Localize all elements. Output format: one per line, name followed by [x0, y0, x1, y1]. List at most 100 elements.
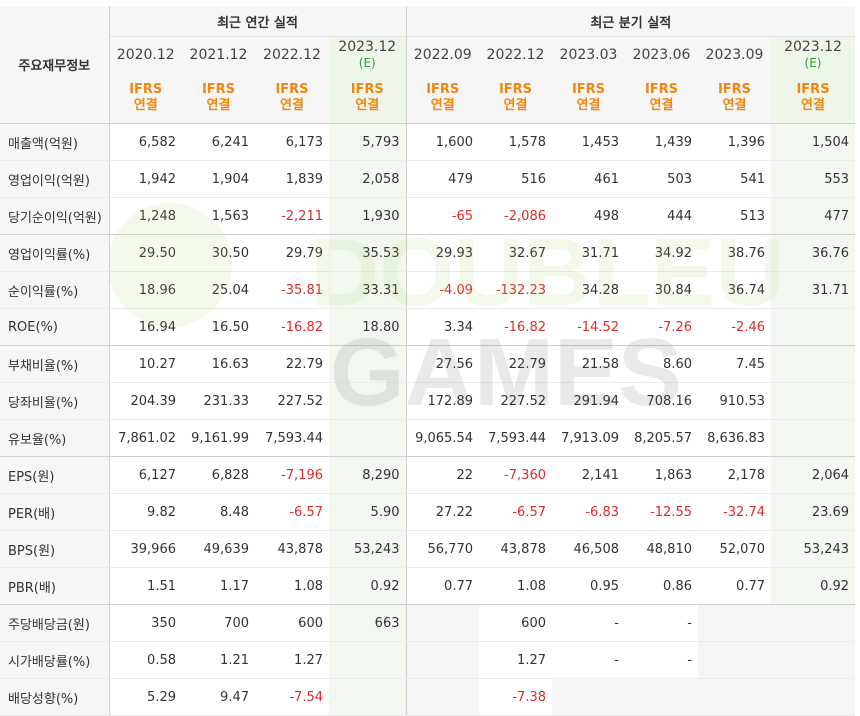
- period-date: 2023.12: [784, 39, 842, 55]
- table-cell: 31.71: [771, 271, 856, 309]
- table-cell: 1,578: [479, 123, 552, 161]
- table-cell: [771, 678, 856, 716]
- table-cell: -7,196: [255, 456, 329, 494]
- table-row: PER(배) 9.82 8.48 -6.57 5.90 27.22 -6.57 -6.83 -1…: [0, 493, 856, 531]
- accounting-basis-header: IFRS 연결: [329, 73, 407, 124]
- table-cell: 7,861.02: [109, 419, 182, 457]
- table-cell: 0.95: [552, 567, 625, 605]
- table-cell: 5.90: [329, 493, 407, 531]
- table-cell: -4.09: [406, 271, 479, 309]
- period-header: 2022.12: [479, 36, 552, 73]
- table-cell: 29.50: [109, 234, 182, 272]
- consolidated-label: 연결: [503, 98, 528, 113]
- table-cell: 461: [552, 160, 625, 198]
- table-row: 유보율(%) 7,861.02 9,161.99 7,593.44 9,065.54 7,…: [0, 419, 856, 457]
- table-cell: 1.27: [255, 641, 329, 679]
- period-header: 2022.09: [406, 36, 479, 73]
- table-cell: [771, 382, 856, 420]
- table-cell: 32.67: [479, 234, 552, 272]
- table-cell: 0.92: [771, 567, 856, 605]
- table-row: ROE(%) 16.94 16.50 -16.82 18.80 3.34 -16.82 -14…: [0, 308, 856, 346]
- table-cell: 1.51: [109, 567, 182, 605]
- period-header: 2022.12: [255, 36, 329, 73]
- table-cell: 2,058: [329, 160, 407, 198]
- consolidated-label: 연결: [801, 98, 825, 113]
- table-row: 매출액(억원) 6,582 6,241 6,173 5,793 1,600 1,578 1,4…: [0, 123, 856, 161]
- table-cell: 18.96: [109, 271, 182, 309]
- table-cell: 0.86: [625, 567, 698, 605]
- table-cell: -35.81: [255, 271, 329, 309]
- table-cell: 8.60: [625, 345, 698, 383]
- period-date: 2022.12: [263, 47, 321, 63]
- table-cell: 1.08: [479, 567, 552, 605]
- table-cell: 8.48: [182, 493, 255, 531]
- row-label: EPS(원): [0, 456, 110, 494]
- table-cell: -14.52: [552, 308, 625, 346]
- table-cell: [329, 678, 407, 716]
- table-cell: [698, 604, 771, 642]
- row-label: BPS(원): [0, 530, 110, 568]
- table-cell: 1.17: [182, 567, 255, 605]
- table-cell: [329, 641, 407, 679]
- table-cell: 204.39: [109, 382, 182, 420]
- table-cell: 663: [329, 604, 407, 642]
- table-cell: 444: [625, 197, 698, 235]
- table-cell: 29.79: [255, 234, 329, 272]
- table-cell: 53,243: [771, 530, 856, 568]
- table-cell: 53,243: [329, 530, 407, 568]
- table-cell: 9,161.99: [182, 419, 255, 457]
- accounting-basis-header: IFRS 연결: [109, 73, 182, 124]
- table-cell: 18.80: [329, 308, 407, 346]
- table-cell: 21.58: [552, 345, 625, 383]
- table-cell: 1.08: [255, 567, 329, 605]
- row-label-header: 주요재무정보: [0, 6, 110, 124]
- table-cell: 7,593.44: [255, 419, 329, 457]
- table-cell: -16.82: [479, 308, 552, 346]
- table-row: 시가배당률(%) 0.58 1.21 1.27 1.27- -: [0, 641, 856, 679]
- period-date: 2023.06: [632, 47, 691, 63]
- row-label: 부채비율(%): [0, 345, 110, 383]
- row-label: PBR(배): [0, 567, 110, 605]
- table-cell: -: [552, 641, 625, 679]
- table-cell: 1,439: [625, 123, 698, 161]
- table-cell: 700: [182, 604, 255, 642]
- ifrs-label: IFRS: [498, 82, 533, 97]
- table-cell: 9.47: [182, 678, 255, 716]
- table-cell: 34.92: [625, 234, 698, 272]
- consolidated-label: 연결: [430, 98, 455, 113]
- table-cell: 503: [625, 160, 698, 198]
- accounting-basis-header: IFRS 연결: [406, 73, 479, 124]
- table-cell: 6,828: [182, 456, 255, 494]
- table-cell: -7.26: [625, 308, 698, 346]
- ifrs-label: IFRS: [426, 82, 460, 97]
- table-cell: 34.28: [552, 271, 625, 309]
- table-cell: 3.34: [406, 308, 479, 346]
- table-cell: 1.21: [182, 641, 255, 679]
- table-cell: 16.94: [109, 308, 182, 346]
- table-cell: 39,966: [109, 530, 182, 568]
- row-label: 영업이익률(%): [0, 234, 110, 272]
- table-cell: 1,839: [255, 160, 329, 198]
- estimate-marker: (E): [358, 56, 376, 70]
- table-cell: 0.92: [329, 567, 407, 605]
- table-cell: [406, 641, 479, 679]
- table-cell: 36.76: [771, 234, 856, 272]
- table-cell: -65: [406, 197, 479, 235]
- consolidated-label: 연결: [206, 98, 231, 113]
- table-cell: 33.31: [329, 271, 407, 309]
- table-cell: 46,508: [552, 530, 625, 568]
- table-cell: 227.52: [255, 382, 329, 420]
- period-header: 2020.12: [109, 36, 182, 73]
- table-row: 배당성향(%) 5.29 9.47 -7.54 -7.38: [0, 678, 856, 716]
- period-header: 2023.06: [625, 36, 698, 73]
- row-label: ROE(%): [0, 308, 110, 346]
- ifrs-label: IFRS: [201, 82, 236, 97]
- ifrs-label: IFRS: [717, 82, 752, 97]
- table-row: 순이익률(%) 18.96 25.04 -35.81 33.31 -4.09 -132.23…: [0, 271, 856, 309]
- table-cell: -2,211: [255, 197, 329, 235]
- table-cell: -: [625, 604, 698, 642]
- table-row: PBR(배) 1.51 1.17 1.08 0.92 0.77 1.08 0.95 0.86 0.…: [0, 567, 856, 605]
- table-cell: 350: [109, 604, 182, 642]
- period-date: 2023.12: [338, 39, 397, 55]
- table-cell: 1,504: [771, 123, 856, 161]
